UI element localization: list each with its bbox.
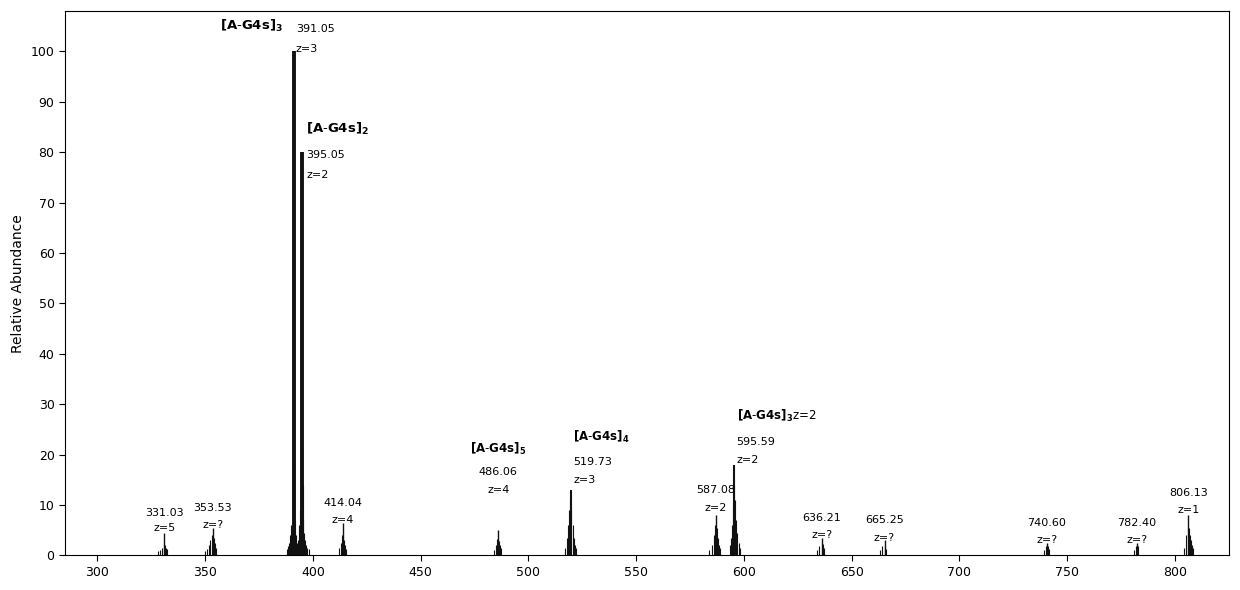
Text: z=3: z=3 [295,44,317,54]
Text: 665.25: 665.25 [866,515,904,525]
Text: z=1: z=1 [1177,505,1199,515]
Text: z=2: z=2 [737,455,759,465]
Y-axis label: Relative Abundance: Relative Abundance [11,214,25,353]
Text: $\mathbf{[A\text{-}G4s]_3}$: $\mathbf{[A\text{-}G4s]_3}$ [219,18,283,34]
Text: z=?: z=? [1126,535,1148,545]
Text: 391.05: 391.05 [295,24,335,34]
Text: z=2: z=2 [306,170,329,180]
Text: 636.21: 636.21 [802,513,842,523]
Text: z=4: z=4 [487,485,510,495]
Text: z=?: z=? [202,520,223,530]
Text: z=2: z=2 [704,503,727,513]
Text: 353.53: 353.53 [193,503,232,513]
Text: z=?: z=? [1037,535,1058,545]
Text: z=3: z=3 [573,475,595,485]
Text: z=?: z=? [811,530,832,540]
Text: $\mathbf{[A\text{-}G4s]_3}$z=2: $\mathbf{[A\text{-}G4s]_3}$z=2 [737,408,816,424]
Text: 486.06: 486.06 [479,467,518,477]
Text: 414.04: 414.04 [324,497,362,507]
Text: 740.60: 740.60 [1028,518,1066,527]
Text: 595.59: 595.59 [737,437,775,447]
Text: $\mathbf{[A\text{-}G4s]_4}$: $\mathbf{[A\text{-}G4s]_4}$ [573,428,630,445]
Text: z=4: z=4 [332,515,355,525]
Text: 395.05: 395.05 [306,150,345,160]
Text: z=5: z=5 [153,523,175,533]
Text: 587.08: 587.08 [697,485,735,495]
Text: 519.73: 519.73 [573,457,611,467]
Text: 806.13: 806.13 [1169,487,1208,497]
Text: 782.40: 782.40 [1117,518,1157,527]
Text: $\mathbf{[A\text{-}G4s]_5}$: $\mathbf{[A\text{-}G4s]_5}$ [470,441,527,457]
Text: $\mathbf{[A\text{-}G4s]_2}$: $\mathbf{[A\text{-}G4s]_2}$ [306,121,370,137]
Text: z=?: z=? [874,533,895,543]
Text: 331.03: 331.03 [145,507,184,517]
